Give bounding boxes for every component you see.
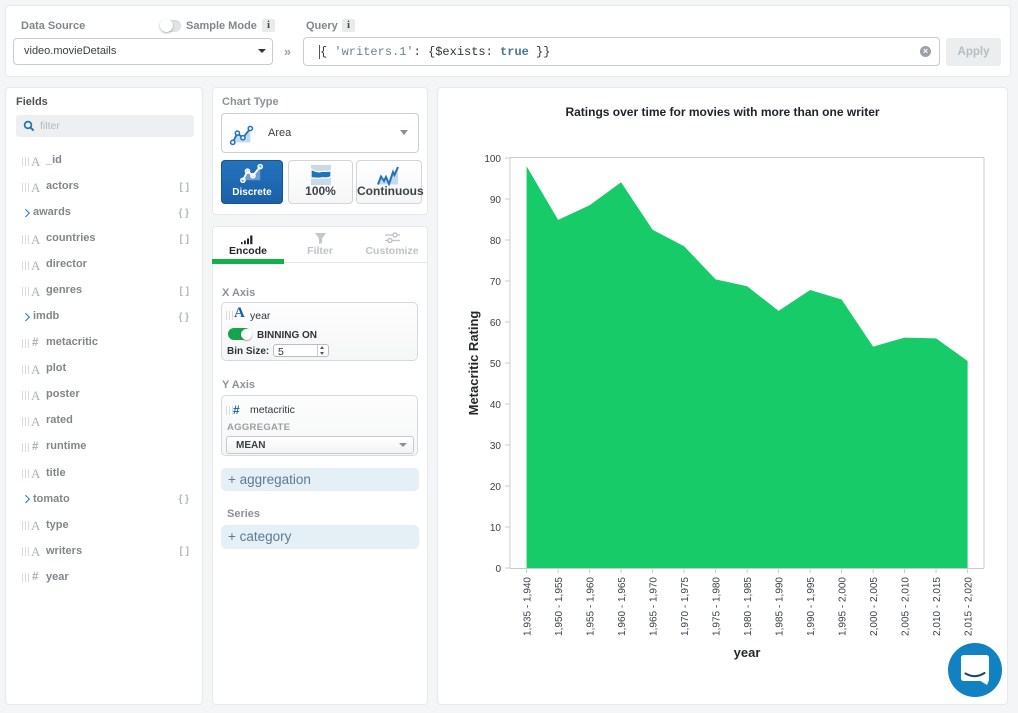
svg-text:2,000 - 2,005: 2,000 - 2,005 (869, 577, 880, 636)
svg-text:60: 60 (490, 318, 502, 329)
svg-text:2,015 - 2,020: 2,015 - 2,020 (964, 577, 975, 636)
svg-text:1,975 - 1,980: 1,975 - 1,980 (712, 577, 723, 636)
svg-text:50: 50 (490, 359, 502, 370)
svg-text:30: 30 (490, 441, 502, 452)
svg-text:Metacritic Rating: Metacritic Rating (466, 311, 481, 416)
svg-text:1,935 - 1,940: 1,935 - 1,940 (523, 577, 534, 636)
svg-text:1,965 - 1,970: 1,965 - 1,970 (649, 577, 660, 636)
svg-text:80: 80 (490, 236, 502, 247)
svg-text:1,950 - 1,955: 1,950 - 1,955 (554, 577, 565, 636)
svg-text:1,995 - 2,000: 1,995 - 2,000 (838, 577, 849, 636)
svg-text:1,990 - 1,995: 1,990 - 1,995 (806, 577, 817, 636)
svg-text:1,960 - 1,965: 1,960 - 1,965 (617, 577, 628, 636)
svg-text:2,005 - 2,010: 2,005 - 2,010 (901, 577, 912, 636)
svg-text:70: 70 (490, 277, 502, 288)
svg-text:0: 0 (495, 564, 501, 575)
svg-text:100: 100 (484, 154, 501, 165)
svg-text:1,985 - 1,990: 1,985 - 1,990 (775, 577, 786, 636)
svg-text:1,970 - 1,975: 1,970 - 1,975 (680, 577, 691, 636)
svg-text:10: 10 (490, 523, 502, 534)
svg-text:1,980 - 1,985: 1,980 - 1,985 (743, 577, 754, 636)
svg-text:year: year (734, 645, 761, 660)
svg-text:90: 90 (490, 195, 502, 206)
svg-text:1,955 - 1,960: 1,955 - 1,960 (586, 577, 597, 636)
svg-text:20: 20 (490, 482, 502, 493)
svg-text:40: 40 (490, 400, 502, 411)
svg-text:2,010 - 2,015: 2,010 - 2,015 (932, 577, 943, 636)
